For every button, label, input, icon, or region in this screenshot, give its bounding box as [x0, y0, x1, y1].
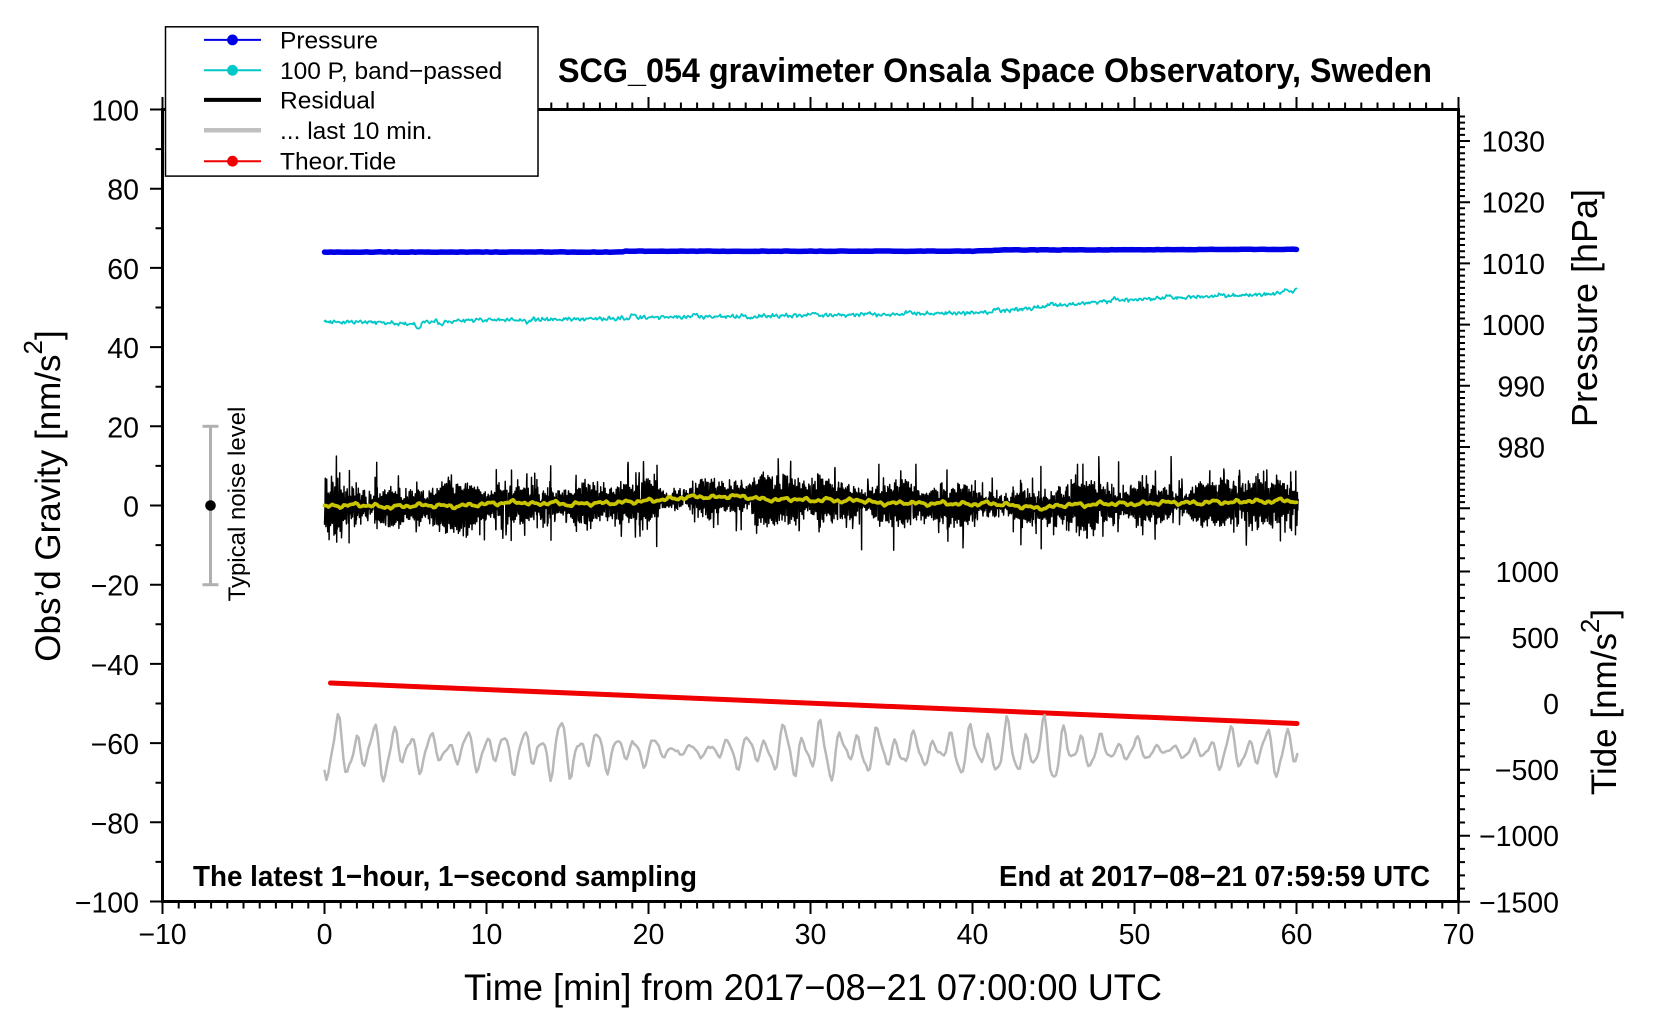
- svg-text:−40: −40: [91, 650, 139, 682]
- svg-text:The latest 1−hour, 1−second sa: The latest 1−hour, 1−second sampling: [193, 861, 697, 893]
- svg-text:−1500: −1500: [1479, 887, 1559, 919]
- svg-text:−100: −100: [75, 888, 139, 920]
- svg-text:500: 500: [1511, 623, 1559, 655]
- svg-text:−10: −10: [138, 919, 186, 951]
- svg-text:−80: −80: [91, 808, 139, 840]
- svg-text:980: 980: [1497, 433, 1545, 465]
- svg-text:50: 50: [1119, 919, 1151, 951]
- svg-text:SCG_054 gravimeter Onsala Spac: SCG_054 gravimeter Onsala Space Observat…: [558, 52, 1432, 90]
- svg-text:Time [min] from 2017−08−21 07:: Time [min] from 2017−08−21 07:00:00 UTC: [464, 967, 1162, 1008]
- svg-text:−500: −500: [1495, 755, 1559, 787]
- svg-text:... last 10 min.: ... last 10 min.: [280, 118, 433, 145]
- svg-text:1010: 1010: [1482, 249, 1545, 281]
- svg-text:0: 0: [317, 919, 333, 951]
- svg-text:40: 40: [957, 919, 989, 951]
- svg-text:1020: 1020: [1482, 188, 1545, 220]
- svg-text:−20: −20: [91, 571, 139, 603]
- svg-text:100: 100: [91, 96, 139, 128]
- svg-text:0: 0: [123, 492, 139, 524]
- svg-text:30: 30: [795, 919, 827, 951]
- svg-text:Pressure [hPa]: Pressure [hPa]: [1564, 189, 1605, 427]
- svg-text:80: 80: [107, 175, 139, 207]
- svg-text:Residual: Residual: [280, 87, 375, 114]
- svg-text:−60: −60: [91, 729, 139, 761]
- svg-text:1030: 1030: [1482, 127, 1545, 159]
- svg-text:End at 2017−08−21 07:59:59 UTC: End at 2017−08−21 07:59:59 UTC: [999, 861, 1430, 893]
- svg-text:20: 20: [107, 412, 139, 444]
- svg-text:40: 40: [107, 333, 139, 365]
- svg-text:1000: 1000: [1496, 557, 1559, 589]
- svg-text:Pressure: Pressure: [280, 27, 378, 54]
- svg-text:Typical noise level: Typical noise level: [224, 407, 251, 602]
- svg-text:Theor.Tide: Theor.Tide: [280, 149, 396, 176]
- svg-text:−1000: −1000: [1479, 821, 1559, 853]
- svg-text:10: 10: [471, 919, 503, 951]
- svg-text:60: 60: [1281, 919, 1313, 951]
- svg-text:990: 990: [1497, 371, 1545, 403]
- svg-text:100 P, band−passed: 100 P, band−passed: [280, 58, 502, 85]
- svg-text:20: 20: [633, 919, 665, 951]
- svg-text:70: 70: [1443, 919, 1475, 951]
- svg-text:1000: 1000: [1482, 310, 1545, 342]
- svg-text:60: 60: [107, 254, 139, 286]
- svg-text:0: 0: [1543, 689, 1559, 721]
